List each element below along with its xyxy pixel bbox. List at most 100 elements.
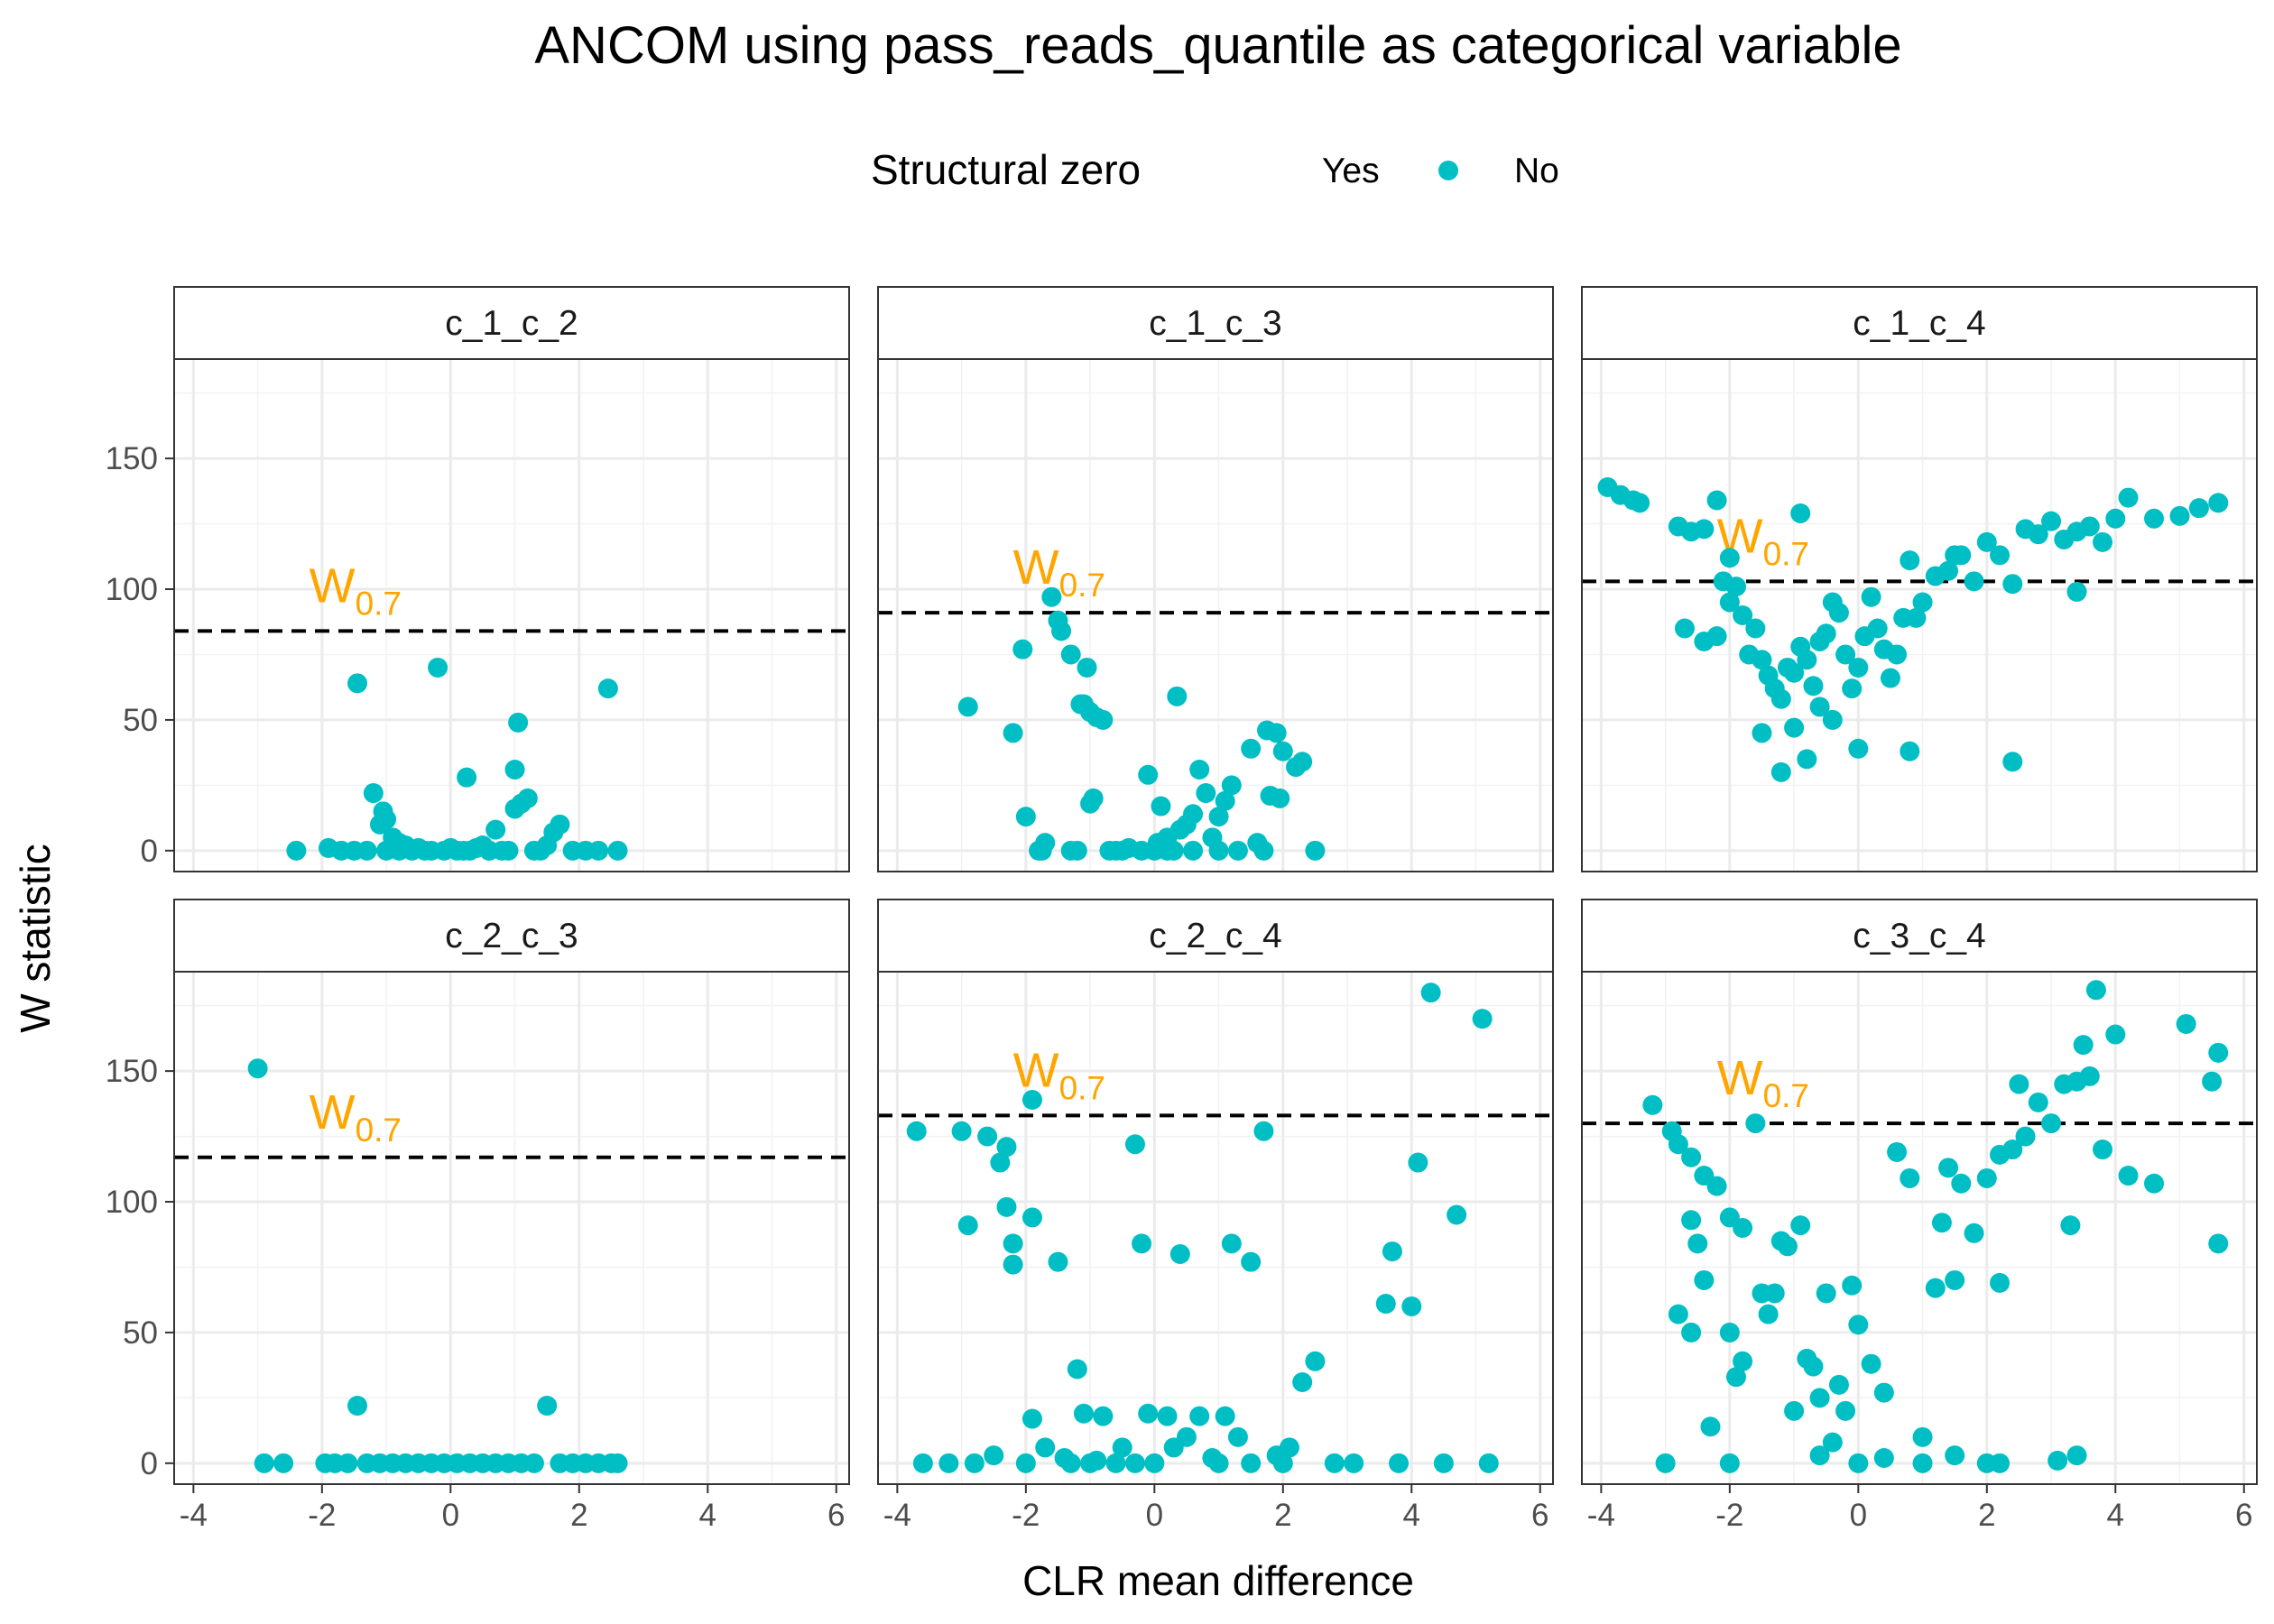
data-point [1861,586,1881,607]
data-point [1015,807,1036,827]
data-point [1745,618,1766,639]
data-point [550,814,570,835]
data-point [2028,1092,2048,1112]
data-point [1912,592,1933,613]
data-point [457,767,477,788]
data-point [1253,1121,1274,1141]
data-point [1784,1400,1805,1421]
data-point [1842,1275,1863,1296]
data-point [1272,1453,1293,1473]
data-point [951,1121,972,1141]
data-point [2093,531,2113,552]
panel-c_2_c_4: c_2_c_4 W0.7 -4 -2 0 2 4 6 [877,899,1554,1533]
strip-label: c_2_c_3 [445,917,578,955]
data-point [286,840,307,861]
threshold-label: W0.7 [1717,1051,1809,1114]
data-point [2144,508,2165,529]
panel-c_1_c_3: c_1_c_3 W0.7 [877,286,1554,872]
data-point [247,1058,268,1079]
data-point [1887,1141,1908,1162]
threshold-label: W0.7 [1717,509,1809,572]
data-point [1067,840,1087,861]
data-point [1105,840,1126,861]
x-tick-label: 4 [1403,1498,1420,1533]
data-point [912,1453,933,1473]
legend-label-yes: Yes [1322,152,1380,190]
data-point [1828,1374,1849,1395]
data-point [1706,490,1727,511]
data-point [1733,605,1753,625]
data-point [1401,1296,1422,1316]
x-tick-label: 2 [1274,1498,1291,1533]
data-point [1784,662,1805,683]
data-point [1382,1241,1402,1262]
x-tick-label: 0 [1850,1498,1867,1533]
data-point [1674,618,1695,639]
data-point [1151,796,1171,817]
data-point [2208,1042,2229,1063]
y-tick-label: 100 [106,1185,158,1220]
x-tick-label: 0 [1146,1498,1163,1533]
data-point [1938,1158,1959,1178]
legend-key-no [1438,161,1458,180]
strip-label: c_3_c_4 [1853,917,1985,955]
data-point [1784,717,1805,738]
x-tick-label: 6 [2235,1498,2252,1533]
data-point [1227,840,1248,861]
panel-c_2_c_3: c_2_c_3 W0.7 0 50 100 150 -4 -2 0 2 4 6 [106,899,850,1533]
data-point [1770,688,1791,709]
data-point [964,1453,984,1473]
data-point [1725,577,1746,597]
data-point [2028,524,2048,545]
data-point [2085,980,2106,1001]
data-point [2079,1066,2100,1086]
y-tick-label: 0 [141,834,158,869]
data-point [1835,644,1856,665]
data-point [1822,709,1843,730]
data-point [1687,1233,1708,1254]
data-point [1745,1113,1766,1134]
data-point [1887,644,1908,665]
data-point [2169,505,2190,526]
data-point [2060,1215,2081,1236]
data-point [1976,531,1997,552]
data-point [1655,1453,1676,1473]
data-point [990,1152,1011,1173]
data-point [1828,603,1849,623]
data-point [1208,807,1229,827]
data-point [1842,678,1863,699]
data-point [1241,1453,1262,1473]
threshold-label: W0.7 [310,558,402,622]
data-point [1758,1304,1779,1324]
strip-box [173,286,850,360]
data-point [984,1445,1004,1466]
data-point [1093,1406,1114,1426]
data-point [1900,550,1920,571]
data-point [1215,790,1235,811]
y-axis-title: W statistic [12,844,59,1033]
data-point [1964,1223,1984,1243]
data-point [1021,1207,1042,1228]
data-point [2002,752,2023,772]
data-point [1035,1437,1056,1458]
data-point [1770,761,1791,782]
data-point [2202,1071,2223,1092]
data-point [1790,503,1811,523]
data-point [1668,1304,1688,1324]
panel-border [1581,971,2258,1485]
data-point [1822,1432,1843,1453]
data-point [1138,764,1159,785]
data-point [347,673,368,694]
data-point [996,1137,1017,1158]
panel-c_1_c_2: c_1_c_2 W0.7 0 50 100 150 [106,286,850,872]
data-point [2118,487,2139,508]
data-point [1797,749,1817,770]
data-point [1719,548,1740,568]
data-point [1086,1450,1107,1471]
data-point [523,1453,544,1473]
data-point [504,759,525,780]
strip-label: c_2_c_4 [1149,917,1281,955]
data-point [1060,644,1081,665]
data-point [531,840,551,861]
